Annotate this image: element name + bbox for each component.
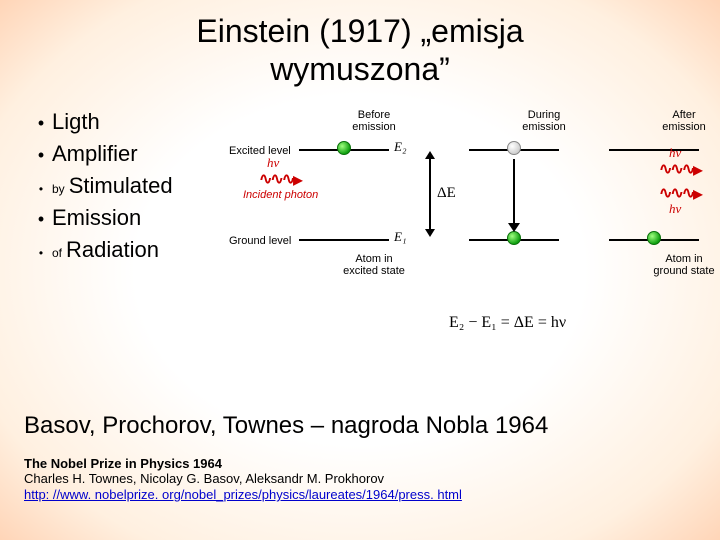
content-row: • Ligth • Amplifier • by Stimulated • Emi… [0, 109, 720, 359]
incident-photon-label: Incident photon [243, 189, 318, 201]
arrowhead-icon [508, 223, 520, 232]
bullet-dot: • [30, 246, 52, 260]
bullet-dot: • [30, 182, 52, 196]
col-bot-label: Atom in excited state [299, 253, 449, 277]
stimulated-emission-diagram: Excited level Ground level Before emissi… [249, 109, 696, 359]
bullet-item: • of Radiation [30, 237, 249, 263]
atom-vacant-icon [507, 141, 521, 155]
level-e2 [609, 149, 699, 151]
bullet-item: • Ligth [30, 109, 249, 135]
hv-label: hν [267, 155, 279, 171]
incident-photon-icon: ∿∿∿▶ [259, 169, 302, 189]
hv-label: hν [669, 201, 681, 217]
nobel-link[interactable]: http: //www. nobelprize. org/nobel_prize… [24, 487, 462, 502]
col-after-bottom: Atom in ground state [609, 249, 720, 277]
title-line1: Einstein (1917) „emisja [196, 13, 523, 49]
atom-ground-icon [507, 231, 521, 245]
col-before: Before emission [299, 109, 449, 137]
bullet-prefix: by [52, 182, 65, 196]
excited-level-label: Excited level [229, 145, 291, 157]
level-e1 [299, 239, 389, 241]
col-bot-label: Atom in ground state [609, 253, 720, 277]
emitted-photon-icon: ∿∿∿▶ [659, 183, 702, 203]
e1-label: E₁ [394, 229, 406, 245]
bullet-text: Emission [52, 205, 141, 231]
nobel-names: Charles H. Townes, Nicolay G. Basov, Ale… [24, 471, 696, 486]
atom-ground-icon [647, 231, 661, 245]
nobel-line: Basov, Prochorov, Townes – nagroda Nobla… [24, 412, 696, 440]
col-top-label: Before emission [299, 109, 449, 133]
delta-e-arrow [429, 157, 431, 231]
slide-title: Einstein (1917) „emisja wymuszona” [0, 0, 720, 89]
transition-arrow [513, 159, 515, 225]
emitted-photon-icon: ∿∿∿▶ [659, 159, 702, 179]
col-top-label: During emission [469, 109, 619, 133]
title-line2: wymuszona” [270, 51, 450, 87]
col-before-bottom: Atom in excited state [299, 249, 449, 277]
ground-level-label: Ground level [229, 235, 291, 247]
col-top-label: After emission [609, 109, 720, 133]
e2-label: E₂ [394, 139, 406, 155]
bullet-dot: • [30, 145, 52, 166]
hv-label: hν [669, 145, 681, 161]
footer-block: Basov, Prochorov, Townes – nagroda Nobla… [24, 412, 696, 504]
bullet-item: • by Stimulated [30, 173, 249, 199]
col-during: During emission [469, 109, 619, 137]
bullet-text: Radiation [66, 237, 159, 262]
delta-e-label: ΔE [437, 185, 456, 202]
nobel-title: The Nobel Prize in Physics 1964 [24, 456, 696, 471]
bullet-text: Amplifier [52, 141, 138, 167]
bullet-text: Ligth [52, 109, 100, 135]
bullet-text: Stimulated [69, 173, 173, 198]
energy-equation: E₂ − E₁ = ΔE = hν [449, 314, 566, 332]
col-after: After emission [609, 109, 720, 137]
laser-acronym-list: • Ligth • Amplifier • by Stimulated • Emi… [24, 109, 249, 359]
bullet-dot: • [30, 209, 52, 230]
bullet-item: • Emission [30, 205, 249, 231]
bullet-dot: • [30, 113, 52, 134]
bullet-prefix: of [52, 246, 62, 260]
bullet-item: • Amplifier [30, 141, 249, 167]
atom-excited-icon [337, 141, 351, 155]
